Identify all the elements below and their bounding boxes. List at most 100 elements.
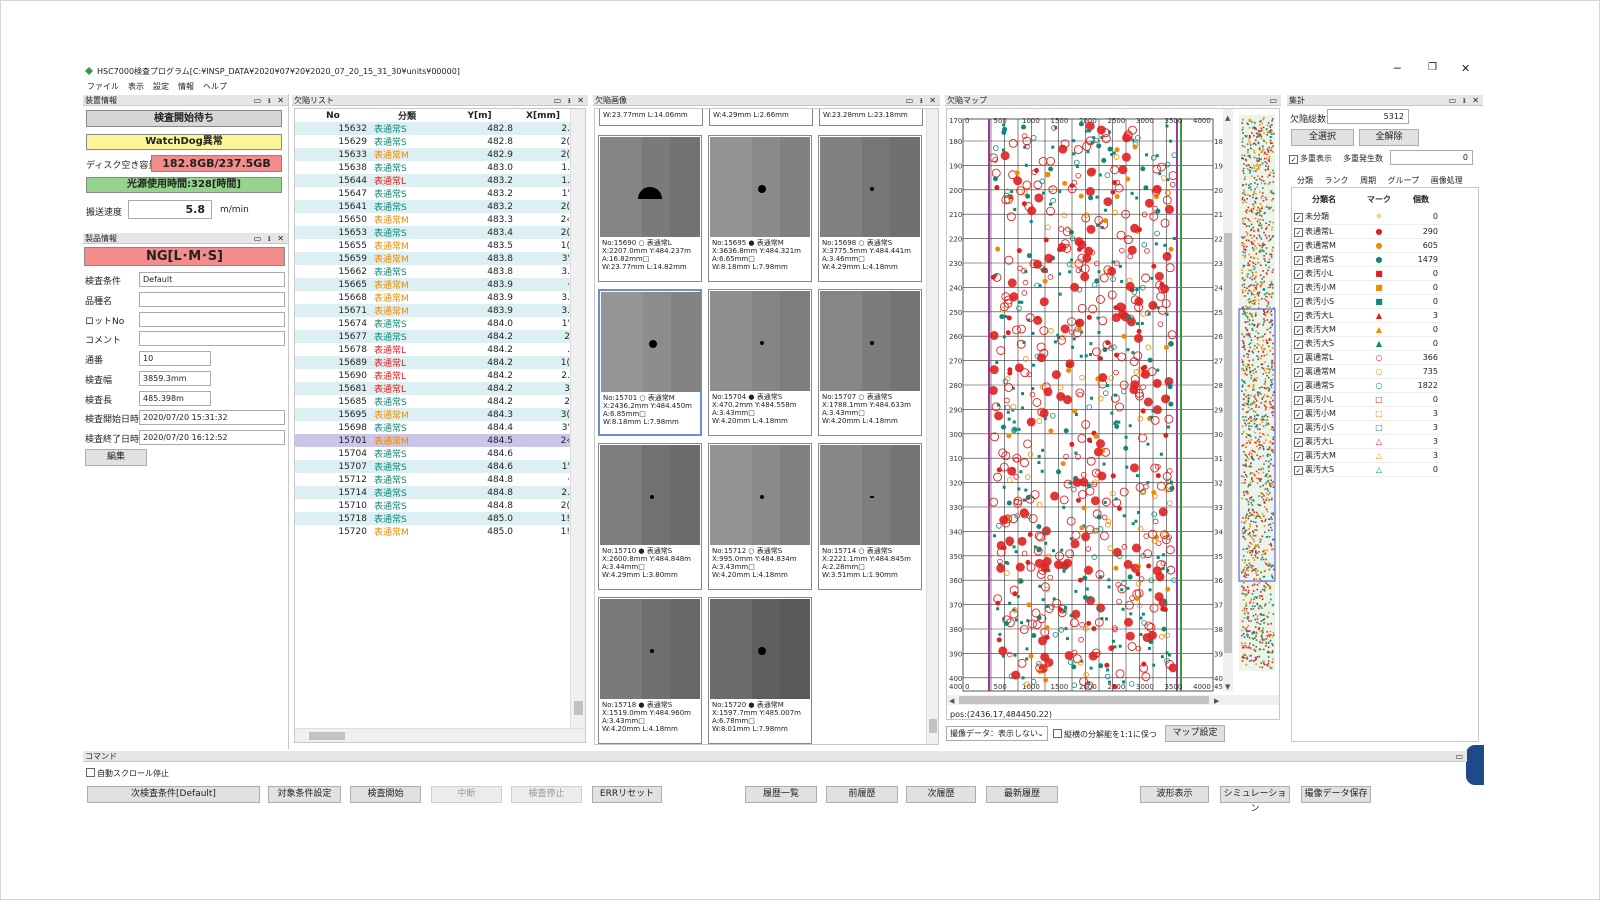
summary-row[interactable]: ✓ 裏汚小M □ 3: [1292, 406, 1440, 421]
check-icon[interactable]: ✓: [1294, 311, 1303, 321]
check-icon[interactable]: ✓: [1294, 325, 1303, 335]
start-inspection-button[interactable]: 検査開始: [350, 786, 421, 803]
menu-settings[interactable]: 設定: [153, 82, 169, 91]
table-row[interactable]: 15689 表通常L 484.2 1(: [295, 356, 570, 369]
table-row[interactable]: 15704 表通常S 484.6: [295, 447, 570, 460]
check-icon[interactable]: ✓: [1294, 297, 1303, 307]
err-reset-button[interactable]: ERRリセット: [592, 786, 662, 803]
clear-all-button[interactable]: 全解除: [1359, 129, 1419, 146]
pane-controls-icon[interactable]: ▭ ᵻ ✕: [1448, 96, 1481, 105]
defect-thumbnail[interactable]: No:15695 ● 表通常M X:3636.8mm Y:484.321m A:…: [708, 135, 812, 282]
map-settings-button[interactable]: マップ設定: [1165, 725, 1225, 742]
summary-row[interactable]: ✓ 表汚小M ■ 0: [1292, 280, 1440, 295]
check-icon[interactable]: ✓: [1294, 227, 1303, 237]
col-x[interactable]: X[mm]: [526, 110, 560, 121]
table-row[interactable]: 15629 表通常S 482.8 2(: [295, 135, 570, 148]
defect-thumbnail[interactable]: No:15698 ○ 表通常S X:3775.5mm Y:484.441m A:…: [818, 135, 922, 282]
check-icon[interactable]: ✓: [1294, 437, 1303, 447]
defect-thumbnail[interactable]: No:15690 ○ 表通常L X:2207.0mm Y:484.237m A:…: [598, 135, 702, 282]
defect-thumbnail[interactable]: No:15712 ○ 表通常S X:995.0mm Y:484.834m A:3…: [708, 443, 812, 590]
multi-display-checkbox[interactable]: ✓ 多重表示: [1289, 153, 1332, 164]
table-row[interactable]: 15677 表通常S 484.2 2: [295, 330, 570, 343]
check-icon[interactable]: ✓: [1294, 465, 1303, 475]
next-condition-button[interactable]: 次検査条件[Default]: [87, 786, 260, 803]
defect-thumbnail[interactable]: No:15714 ○ 表通常S X:2221.1mm Y:484.845m A:…: [818, 443, 922, 590]
defect-thumbnail[interactable]: No:15710 ● 表通常S X:2600.8mm Y:484.848m A:…: [598, 443, 702, 590]
summary-row[interactable]: ✓ 表汚大S ▲ 0: [1292, 336, 1440, 351]
summary-row[interactable]: ✓ 裏汚小S □ 3: [1292, 420, 1440, 435]
summary-row[interactable]: ✓ 裏通常L ○ 366: [1292, 350, 1440, 365]
waveform-button[interactable]: 波形表示: [1140, 786, 1209, 803]
table-row[interactable]: 15695 表通常M 484.3 3(: [295, 408, 570, 421]
select-all-button[interactable]: 全選択: [1291, 129, 1354, 146]
image-vscroll-thumb[interactable]: [929, 719, 937, 733]
field-value[interactable]: 2020/07/20 15:31:32: [139, 410, 285, 425]
table-row[interactable]: 15668 表通常M 483.9 3.: [295, 291, 570, 304]
check-icon[interactable]: ✓: [1294, 241, 1303, 251]
edit-button[interactable]: 編集: [85, 449, 147, 466]
checkbox-icon[interactable]: [86, 768, 95, 777]
checkbox-icon[interactable]: [1053, 729, 1062, 738]
table-row[interactable]: 15698 表通常S 484.4 3': [295, 421, 570, 434]
table-row[interactable]: 15701 表通常M 484.5 2‹: [295, 434, 570, 447]
prev-history-button[interactable]: 前履歴: [826, 786, 898, 803]
pane-controls-icon[interactable]: ▭ ᵻ ✕: [905, 96, 938, 105]
defect-thumbnail[interactable]: No:15701 ○ 表通常M X:2436.2mm Y:484.450m A:…: [598, 289, 702, 436]
tab-rank[interactable]: ランク: [1324, 176, 1349, 185]
check-icon[interactable]: ✓: [1289, 155, 1298, 164]
summary-row[interactable]: ✓ 表通常M ● 605: [1292, 238, 1440, 253]
field-value[interactable]: [139, 331, 285, 346]
check-icon[interactable]: ✓: [1294, 381, 1303, 391]
table-row[interactable]: 15707 表通常S 484.6 1': [295, 460, 570, 473]
table-row[interactable]: 15638 表通常S 483.0 1.: [295, 161, 570, 174]
col-no[interactable]: No: [326, 110, 340, 121]
table-row[interactable]: 15690 表通常L 484.2 2.: [295, 369, 570, 382]
summary-row[interactable]: ✓ 裏通常S ○ 1822: [1292, 378, 1440, 393]
tab-classification[interactable]: 分類: [1297, 176, 1313, 185]
pane-controls-icon[interactable]: ▭: [1269, 96, 1279, 105]
table-row[interactable]: 15720 表通常M 485.0 1!: [295, 525, 570, 538]
col-class[interactable]: 分類: [397, 112, 416, 122]
check-icon[interactable]: ✓: [1294, 213, 1303, 223]
field-value[interactable]: [139, 292, 285, 307]
summary-row[interactable]: ✓ 表汚小L ■ 0: [1292, 266, 1440, 281]
table-row[interactable]: 15678 表通常L 484.2 .: [295, 343, 570, 356]
menu-view[interactable]: 表示: [128, 82, 144, 91]
summary-row[interactable]: ✓ 裏汚大S △ 0: [1292, 462, 1440, 477]
table-row[interactable]: 15650 表通常M 483.3 2‹: [295, 213, 570, 226]
close-button[interactable]: ✕: [1461, 62, 1471, 75]
menu-info[interactable]: 情報: [178, 82, 194, 91]
table-row[interactable]: 15685 表通常S 484.2 2: [295, 395, 570, 408]
summary-row[interactable]: ✓ 裏通常M ○ 735: [1292, 364, 1440, 379]
next-history-button[interactable]: 次履歴: [906, 786, 976, 803]
list-vscroll-thumb[interactable]: [574, 701, 583, 715]
field-value[interactable]: 3859.3mm: [139, 371, 211, 386]
table-row[interactable]: 15681 表通常L 484.2 3: [295, 382, 570, 395]
check-icon[interactable]: ✓: [1294, 409, 1303, 419]
table-row[interactable]: 15714 表通常S 484.8 2.: [295, 486, 570, 499]
restore-button[interactable]: ❐: [1428, 62, 1437, 73]
table-row[interactable]: 15718 表通常S 485.0 1!: [295, 512, 570, 525]
field-value[interactable]: 10: [139, 351, 211, 366]
table-row[interactable]: 15710 表通常S 484.8 2(: [295, 499, 570, 512]
view-select[interactable]: 撮像データ：表示しない ⌄: [946, 726, 1048, 741]
pane-controls-icon[interactable]: ▭ ᵻ ✕: [253, 96, 286, 105]
check-icon[interactable]: ✓: [1294, 255, 1303, 265]
summary-row[interactable]: ✓ 未分類 ＊ 0: [1292, 210, 1440, 225]
table-row[interactable]: 15662 表通常S 483.8 3.: [295, 265, 570, 278]
tab-group[interactable]: グループ: [1387, 176, 1420, 185]
table-row[interactable]: 15671 表通常M 483.9 3.: [295, 304, 570, 317]
side-widget-icon[interactable]: [1466, 745, 1484, 785]
defect-thumbnail[interactable]: No:15718 ● 表通常S X:1519.0mm Y:484.960m A:…: [598, 597, 702, 744]
table-row[interactable]: 15632 表通常S 482.8 2.: [295, 122, 570, 135]
table-row[interactable]: 15712 表通常S 484.8 ·: [295, 473, 570, 486]
menu-help[interactable]: ヘルプ: [203, 82, 227, 91]
summary-row[interactable]: ✓ 裏汚大L △ 3: [1292, 434, 1440, 449]
table-row[interactable]: 15653 表通常S 483.4 2(: [295, 226, 570, 239]
auto-scroll-checkbox[interactable]: 自動スクロール停止: [86, 768, 169, 779]
pane-controls-icon[interactable]: ▭ ᵻ ✕: [553, 96, 586, 105]
check-icon[interactable]: ✓: [1294, 339, 1303, 349]
table-row[interactable]: 15644 表通常L 483.2 1.: [295, 174, 570, 187]
summary-row[interactable]: ✓ 表汚大M ▲ 0: [1292, 322, 1440, 337]
check-icon[interactable]: ✓: [1294, 367, 1303, 377]
